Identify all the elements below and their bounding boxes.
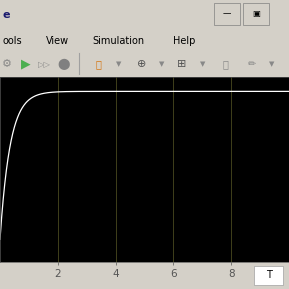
Text: ▼: ▼ bbox=[116, 61, 121, 67]
Text: ▷▷: ▷▷ bbox=[38, 60, 51, 68]
Text: e: e bbox=[3, 10, 10, 20]
Text: ▼: ▼ bbox=[269, 61, 274, 67]
Text: 🔧: 🔧 bbox=[223, 59, 228, 69]
Text: ⚙: ⚙ bbox=[2, 59, 12, 69]
FancyBboxPatch shape bbox=[214, 3, 240, 25]
Text: ools: ools bbox=[3, 36, 23, 46]
Text: ▶: ▶ bbox=[21, 58, 31, 71]
FancyBboxPatch shape bbox=[254, 266, 283, 285]
Text: ⊞: ⊞ bbox=[177, 59, 187, 69]
Text: ▼: ▼ bbox=[159, 61, 164, 67]
Text: ⊕: ⊕ bbox=[137, 59, 146, 69]
Text: Simulation: Simulation bbox=[92, 36, 144, 46]
Text: ▣: ▣ bbox=[252, 9, 260, 18]
Text: ⧉: ⧉ bbox=[95, 59, 101, 69]
Text: ▼: ▼ bbox=[200, 61, 205, 67]
Text: ✏: ✏ bbox=[247, 59, 255, 69]
Text: T: T bbox=[266, 270, 272, 280]
Text: View: View bbox=[46, 36, 69, 46]
Text: ⬤: ⬤ bbox=[57, 58, 70, 70]
FancyBboxPatch shape bbox=[243, 3, 269, 25]
Text: —: — bbox=[223, 9, 231, 18]
Text: Help: Help bbox=[173, 36, 196, 46]
